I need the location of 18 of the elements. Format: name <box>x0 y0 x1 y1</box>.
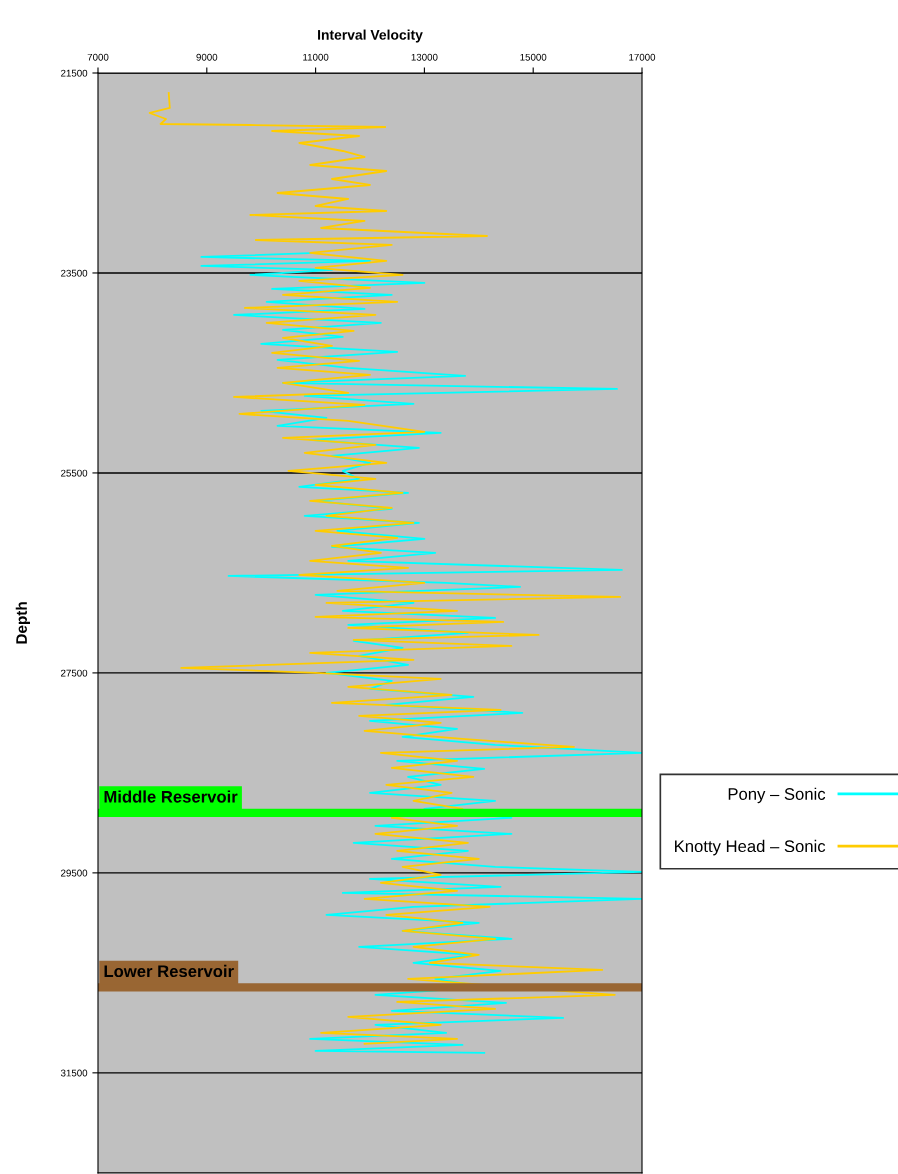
legend-label: Pony – Sonic <box>728 787 826 804</box>
y-axis-title: Depth <box>15 602 30 644</box>
legend-label: Knotty Head – Sonic <box>675 839 826 856</box>
x-tick-label: 11000 <box>303 53 329 61</box>
ref-line-label: Lower Reservoir <box>104 964 234 978</box>
x-tick-label: 13000 <box>411 53 438 61</box>
x-tick-label: 15000 <box>520 53 547 61</box>
x-tick-label: 17000 <box>629 53 656 61</box>
y-tick-label: 23500 <box>61 269 88 277</box>
ref-line-label: Middle Reservoir <box>104 790 238 803</box>
x-tick-label: 9000 <box>196 53 218 61</box>
y-tick-label: 29500 <box>61 869 88 877</box>
y-tick-label: 31500 <box>60 1069 88 1077</box>
y-tick-label: 25500 <box>61 469 88 477</box>
x-axis-title: Interval Velocity <box>318 29 423 43</box>
y-tick-label: 21500 <box>61 69 88 77</box>
y-tick-label: 27500 <box>61 669 88 677</box>
x-tick-label: 7000 <box>87 53 109 61</box>
